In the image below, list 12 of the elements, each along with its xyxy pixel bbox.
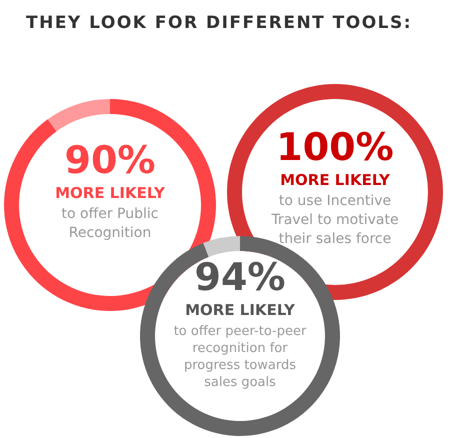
text: to use Incentive Travel to motivate their sales force: [270, 193, 399, 247]
text: 94%: [194, 255, 286, 299]
donut-slice: [48, 99, 110, 132]
text: 90%: [64, 138, 156, 182]
text: THEY LOOK FOR DIFFERENT TOOLS:: [26, 13, 412, 33]
text: to offer Public Recognition: [62, 206, 158, 241]
text: MORE LIKELY: [185, 301, 296, 319]
text: MORE LIKELY: [280, 171, 392, 189]
text: 100%: [276, 125, 394, 169]
donut-slice: [203, 236, 240, 257]
text: to offer peer-to-peer recognition for progress towards sales goals: [174, 324, 307, 390]
text: MORE LIKELY: [55, 184, 166, 202]
